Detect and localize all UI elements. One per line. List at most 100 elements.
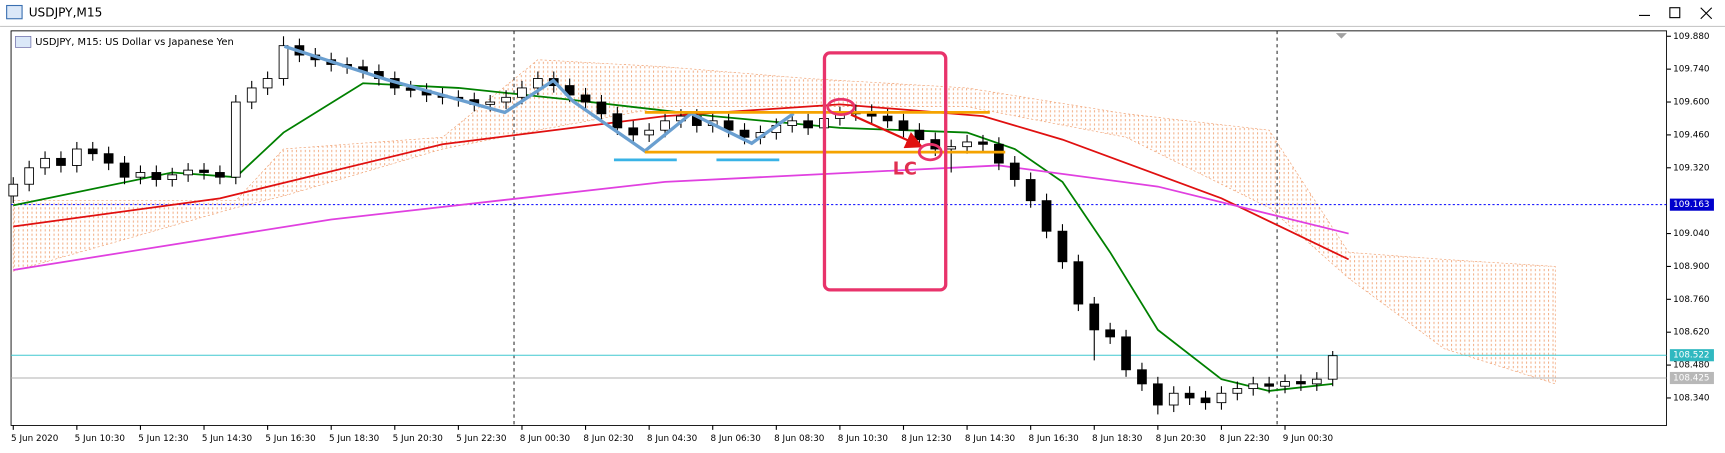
- y-tick-label: 108.900: [1673, 262, 1710, 272]
- candle-body: [1073, 261, 1084, 305]
- candle-body: [1280, 381, 1290, 387]
- candle-body: [40, 157, 50, 169]
- highlight-box: [822, 51, 948, 292]
- candle-body: [1121, 336, 1131, 371]
- candle-body: [1057, 230, 1068, 263]
- y-tick-label: 109.740: [1673, 65, 1710, 75]
- candle-body: [644, 129, 654, 136]
- price-label-box: [1669, 198, 1714, 211]
- x-tick-label: 5 Jun 14:30: [202, 434, 253, 444]
- candle-body: [1089, 303, 1100, 331]
- candle-body: [167, 174, 178, 180]
- candle-body: [739, 129, 750, 138]
- window-icon: [6, 4, 23, 20]
- plot-frame: [10, 30, 1667, 426]
- x-tick-label: 8 Jun 22:30: [1219, 434, 1270, 444]
- x-tick-label: 5 Jun 18:30: [329, 434, 380, 444]
- x-tick-label: 8 Jun 10:30: [838, 434, 889, 444]
- candle-body: [8, 183, 19, 197]
- candle-body: [87, 148, 98, 155]
- candle-body: [1216, 392, 1227, 404]
- candle-body: [199, 169, 209, 173]
- candle-body: [978, 141, 988, 145]
- candle-body: [1184, 392, 1195, 399]
- candle-body: [660, 120, 670, 131]
- plot-area: 109.880 109.740 109.600 109.460 109.320 109.0…: [8, 30, 1714, 444]
- x-tick-label: 8 Jun 14:30: [965, 434, 1016, 444]
- candle-body: [898, 120, 909, 131]
- candle-body: [1137, 369, 1147, 385]
- price-label: 108.425: [1673, 374, 1709, 384]
- highlight-circle: [917, 143, 943, 162]
- drawings: LC: [283, 33, 1347, 292]
- candle-body: [962, 141, 972, 148]
- price-label: 109.163: [1673, 200, 1709, 210]
- candle-body: [882, 115, 893, 122]
- x-tick-label: 5 Jun 12:30: [138, 434, 189, 444]
- title-bar: [0, 0, 1725, 26]
- close-button[interactable]: [1693, 2, 1720, 25]
- x-tick-label: 8 Jun 06:30: [711, 434, 762, 444]
- x-tick-label: 5 Jun 10:30: [75, 434, 126, 444]
- candle-body: [1200, 397, 1211, 404]
- candle-body: [1327, 355, 1338, 380]
- candle-body: [278, 45, 289, 79]
- moving-average: [13, 82, 1333, 392]
- x-tick-label: 8 Jun 12:30: [901, 434, 952, 444]
- y-tick-label: 109.040: [1673, 229, 1710, 239]
- candle-body: [612, 113, 623, 129]
- candle-body: [628, 127, 639, 136]
- x-tick-label: 8 Jun 04:30: [647, 434, 698, 444]
- candle-body: [183, 169, 193, 176]
- candle-body: [215, 172, 225, 178]
- x-tick-label: 8 Jun 08:30: [774, 434, 825, 444]
- y-tick-label: 108.760: [1673, 295, 1710, 305]
- x-tick-label: 5 Jun 22:30: [456, 434, 507, 444]
- candle-body: [119, 162, 130, 178]
- minimize-button[interactable]: [1631, 2, 1658, 25]
- candle-body: [103, 153, 114, 164]
- candle-body: [517, 87, 527, 98]
- candle-body: [994, 143, 1004, 164]
- candle-body: [914, 129, 925, 141]
- ichimoku-cloud: [12, 59, 1556, 385]
- x-tick-label: 5 Jun 2020: [11, 434, 59, 444]
- symbol-icon: [15, 36, 32, 48]
- candle-body: [246, 87, 257, 103]
- highlight-circle: [826, 97, 856, 117]
- annotation: LC: [893, 160, 917, 180]
- moving-average: [13, 164, 1349, 271]
- candle-body: [262, 78, 273, 89]
- candle-body: [1232, 388, 1243, 394]
- window-title: USDJPY,M15: [29, 6, 103, 20]
- x-tick-label: 8 Jun 02:30: [583, 434, 634, 444]
- candle-body: [1025, 179, 1036, 202]
- price-label-box: [1669, 349, 1714, 362]
- chart-shift-marker: [1335, 33, 1347, 39]
- candle-body: [1009, 162, 1020, 180]
- candle-body: [1248, 383, 1259, 390]
- moving-average: [13, 103, 1349, 261]
- candle-body: [24, 167, 35, 185]
- y-tick-label: 109.320: [1673, 163, 1710, 173]
- x-tick-label: 8 Jun 18:30: [1092, 434, 1143, 444]
- candle-body: [1168, 392, 1179, 406]
- candle-body: [1105, 329, 1116, 338]
- y-tick-label: 109.600: [1673, 98, 1710, 108]
- y-tick-label: 108.480: [1673, 361, 1710, 371]
- candle-body: [533, 78, 543, 89]
- y-tick-label: 109.880: [1673, 32, 1710, 42]
- candle-body: [135, 172, 146, 178]
- y-tick-label: 108.340: [1673, 393, 1710, 403]
- candle-body: [1264, 383, 1274, 387]
- candle-body: [230, 101, 241, 178]
- chart-title: USDJPY, M15: US Dollar vs Japanese Yen: [35, 37, 233, 48]
- candle-body: [151, 172, 162, 180]
- candle-body: [485, 101, 496, 105]
- maximize-button[interactable]: [1662, 2, 1689, 25]
- x-tick-label: 8 Jun 20:30: [1156, 434, 1207, 444]
- candle-body: [1041, 200, 1052, 232]
- price-label: 108.522: [1673, 351, 1709, 361]
